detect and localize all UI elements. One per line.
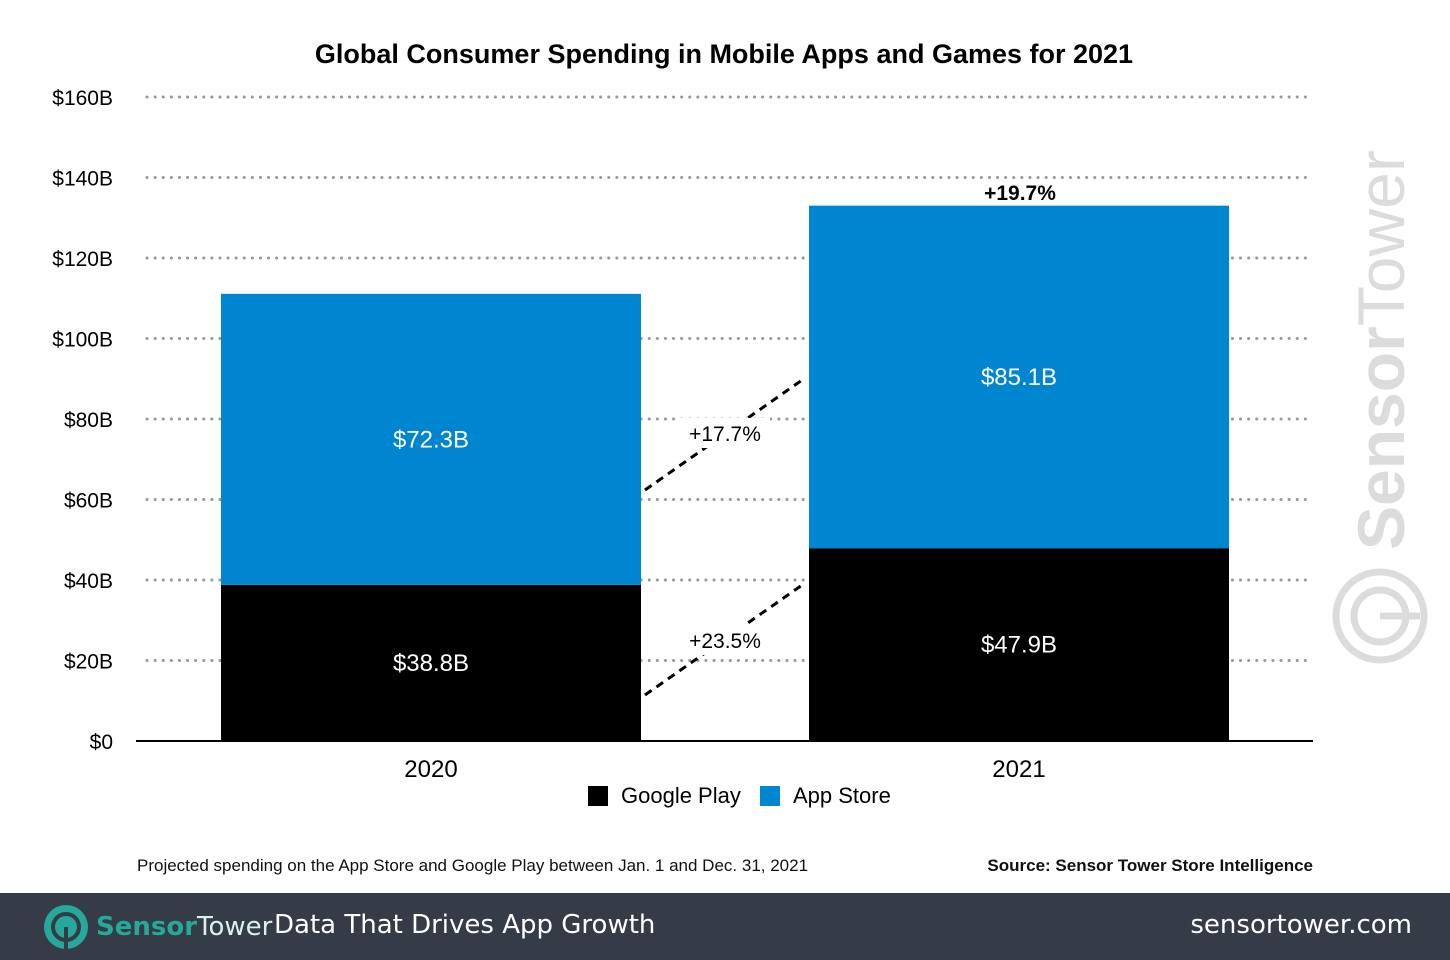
bar-google-play-2021 bbox=[809, 548, 1229, 741]
bar-app-store-2021 bbox=[809, 205, 1229, 549]
legend: Google Play App Store bbox=[588, 783, 891, 808]
x-axis-labels: 2020 2021 bbox=[404, 756, 1045, 783]
bar-google-play-2020 bbox=[221, 584, 641, 741]
legend-swatch-app-store bbox=[760, 786, 780, 806]
bar-app-store-2020 bbox=[221, 293, 641, 585]
brand-sensor: Sensor bbox=[96, 912, 198, 942]
growth-line-google-play bbox=[644, 581, 806, 697]
y-tick-label: $0 bbox=[90, 731, 113, 754]
legend-label-app-store: App Store bbox=[793, 783, 891, 808]
bar-data-label: $72.3B bbox=[393, 426, 469, 453]
website-link[interactable]: sensortower.com bbox=[1190, 910, 1412, 940]
tagline: Data That Drives App Growth bbox=[274, 910, 656, 940]
x-tick-label: 2020 bbox=[404, 756, 457, 783]
y-tick-label: $40B bbox=[64, 570, 113, 593]
footnote: Projected spending on the App Store and … bbox=[137, 856, 809, 875]
bar-data-label: $47.9B bbox=[981, 632, 1057, 659]
footer-brand[interactable]: SensorTower bbox=[42, 903, 272, 951]
watermark: SensorTower bbox=[1332, 150, 1428, 664]
y-axis: $0 $20B $40B $60B $80B $100B $120B $140B $160B bbox=[52, 87, 113, 754]
brand-tower: Tower bbox=[197, 912, 273, 942]
sensor-tower-logo-icon bbox=[44, 905, 88, 949]
watermark-text-b: Tower bbox=[1344, 150, 1418, 326]
bar-data-label: $85.1B bbox=[981, 364, 1057, 391]
y-tick-label: $100B bbox=[52, 329, 113, 352]
bars: $38.8B $72.3B $47.9B $85.1B bbox=[221, 205, 1229, 741]
footer: SensorTower Data That Drives App Growth … bbox=[0, 893, 1450, 960]
chart-title: Global Consumer Spending in Mobile Apps … bbox=[315, 39, 1133, 69]
source: Source: Sensor Tower Store Intelligence bbox=[987, 856, 1313, 875]
legend-swatch-google-play bbox=[588, 786, 608, 806]
y-tick-label: $120B bbox=[52, 248, 113, 271]
y-tick-label: $160B bbox=[52, 87, 113, 110]
growth-line-app-store bbox=[644, 376, 806, 492]
y-tick-label: $80B bbox=[64, 409, 113, 432]
app-store-growth-label: +17.7% bbox=[689, 423, 761, 446]
svg-text:SensorTower: SensorTower bbox=[1344, 150, 1418, 550]
legend-label-google-play: Google Play bbox=[621, 783, 741, 808]
x-tick-label: 2021 bbox=[992, 756, 1045, 783]
bar-data-label: $38.8B bbox=[393, 650, 469, 677]
y-tick-label: $20B bbox=[64, 651, 113, 674]
watermark-text-a: Sensor bbox=[1344, 326, 1418, 550]
total-growth-label: +19.7% bbox=[984, 182, 1056, 205]
chart: Global Consumer Spending in Mobile Apps … bbox=[52, 39, 1428, 808]
y-tick-label: $60B bbox=[64, 490, 113, 513]
google-play-growth-label: +23.5% bbox=[689, 630, 761, 653]
y-tick-label: $140B bbox=[52, 168, 113, 191]
